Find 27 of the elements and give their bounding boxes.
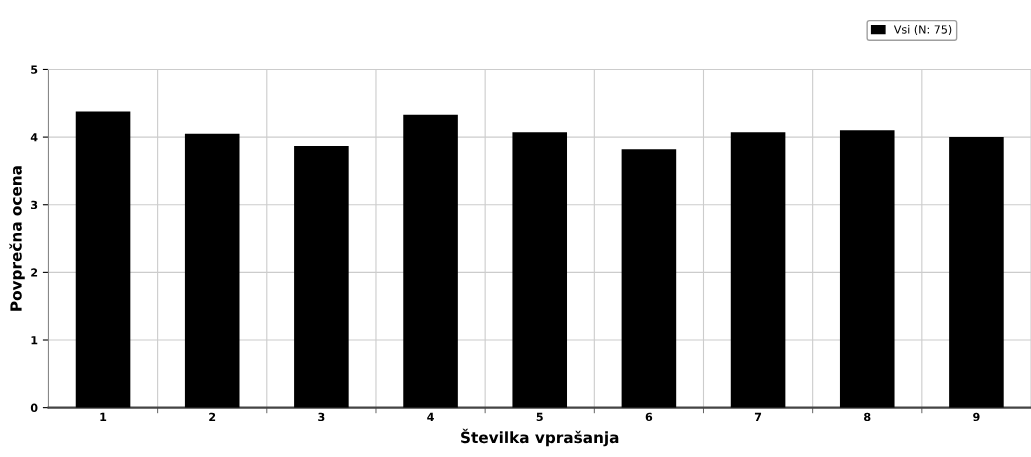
bar	[403, 114, 458, 408]
legend-label: Vsi (N: 75)	[893, 25, 952, 35]
bar	[621, 149, 677, 408]
bar	[839, 130, 895, 408]
bar	[75, 111, 131, 408]
x-tick-label: 8	[864, 412, 871, 422]
y-axis-title: Povprečna ocena	[9, 166, 25, 311]
x-tick-label: 9	[973, 412, 980, 422]
y-tick-label: 1	[31, 336, 38, 345]
bar	[949, 137, 1004, 408]
x-axis-title: Številka vprašanja	[461, 428, 619, 447]
y-tick-label: 0	[30, 403, 38, 413]
y-tick-label: 2	[31, 268, 38, 277]
bar	[294, 145, 349, 408]
y-tick-label: 4	[30, 133, 38, 142]
x-tick-label: 2	[209, 412, 216, 421]
x-tick-label: 3	[318, 412, 325, 422]
bar	[730, 132, 786, 408]
y-tick-label: 5	[31, 65, 38, 74]
x-tick-label: 7	[754, 412, 762, 421]
bar	[512, 132, 568, 408]
x-tick-label: 4	[427, 412, 434, 421]
x-tick-label: 6	[645, 412, 653, 422]
x-tick-label: 5	[536, 412, 543, 422]
y-tick-label: 3	[31, 200, 38, 210]
bar	[184, 133, 240, 408]
x-tick-label: 1	[100, 412, 107, 421]
